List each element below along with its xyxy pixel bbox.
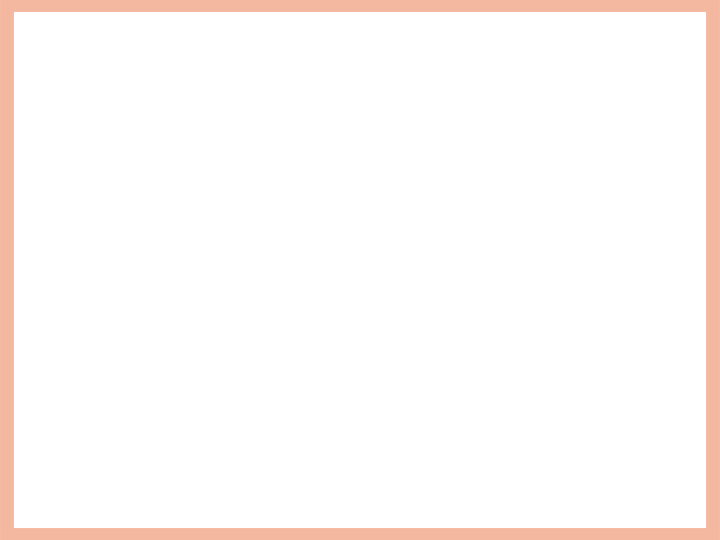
Text: • both junctions are reverse–biased: • both junctions are reverse–biased (32, 301, 294, 316)
Ellipse shape (643, 470, 704, 529)
Text: Cutoff mode:: Cutoff mode: (32, 275, 150, 291)
Text: DMT 234 Semiconductor Physic & Device: DMT 234 Semiconductor Physic & Device (120, 24, 600, 44)
Text: • both junctions are forward biased: • both junctions are forward biased (32, 204, 292, 219)
Text: 7. 3 Modes operation of Bipolar Transistor.: 7. 3 Modes operation of Bipolar Transist… (161, 49, 559, 66)
Text: • E–B junction is forward biased, B–C junction is reverse
   –biased: • E–B junction is forward biased, B–C ju… (32, 110, 443, 142)
Text: Active mode:: Active mode: (32, 84, 150, 99)
Text: Saturation mode:: Saturation mode: (32, 178, 190, 193)
Text: • E–B junction is reverse–biased, C–B junction is forward biased: • E–B junction is reverse–biased, C–B ju… (32, 416, 499, 431)
Text: • corresponds to small biasing V and large output I – transistor is
   in a cond: • corresponds to small biasing V and lar… (32, 232, 510, 265)
Text: • inverted active mode: • inverted active mode (32, 388, 202, 403)
Text: • corresponds to the open (or off) switch: • corresponds to the open (or off) switc… (32, 329, 331, 345)
Text: Inverted mode:: Inverted mode: (32, 362, 171, 377)
